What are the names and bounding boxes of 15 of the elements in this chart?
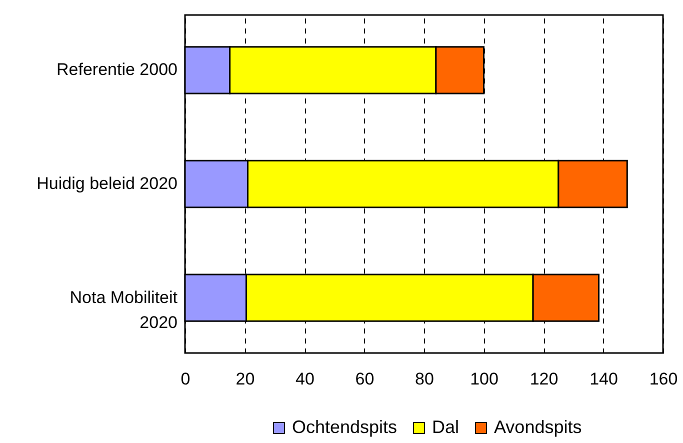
x-tick-label: 40	[296, 370, 314, 388]
legend-label: Avondspits	[494, 417, 582, 437]
x-tick-label: 20	[236, 370, 255, 388]
y-tick-label: Huidig beleid 2020	[36, 174, 178, 193]
legend-label: Ochtendspits	[292, 417, 398, 437]
x-tick-label: 60	[355, 370, 374, 388]
y-tick-label: Nota Mobiliteit 2020	[70, 288, 178, 332]
x-tick-label: 80	[415, 370, 434, 388]
y-tick-label: Referentie 2000	[56, 60, 178, 80]
legend-label: Dal	[432, 417, 460, 437]
x-tick-label: 100	[470, 370, 498, 388]
x-tick-label: 140	[590, 370, 618, 388]
x-tick-label: 0	[180, 370, 190, 388]
x-tick-label: 120	[530, 370, 558, 388]
x-tick-label: 160	[649, 370, 678, 388]
